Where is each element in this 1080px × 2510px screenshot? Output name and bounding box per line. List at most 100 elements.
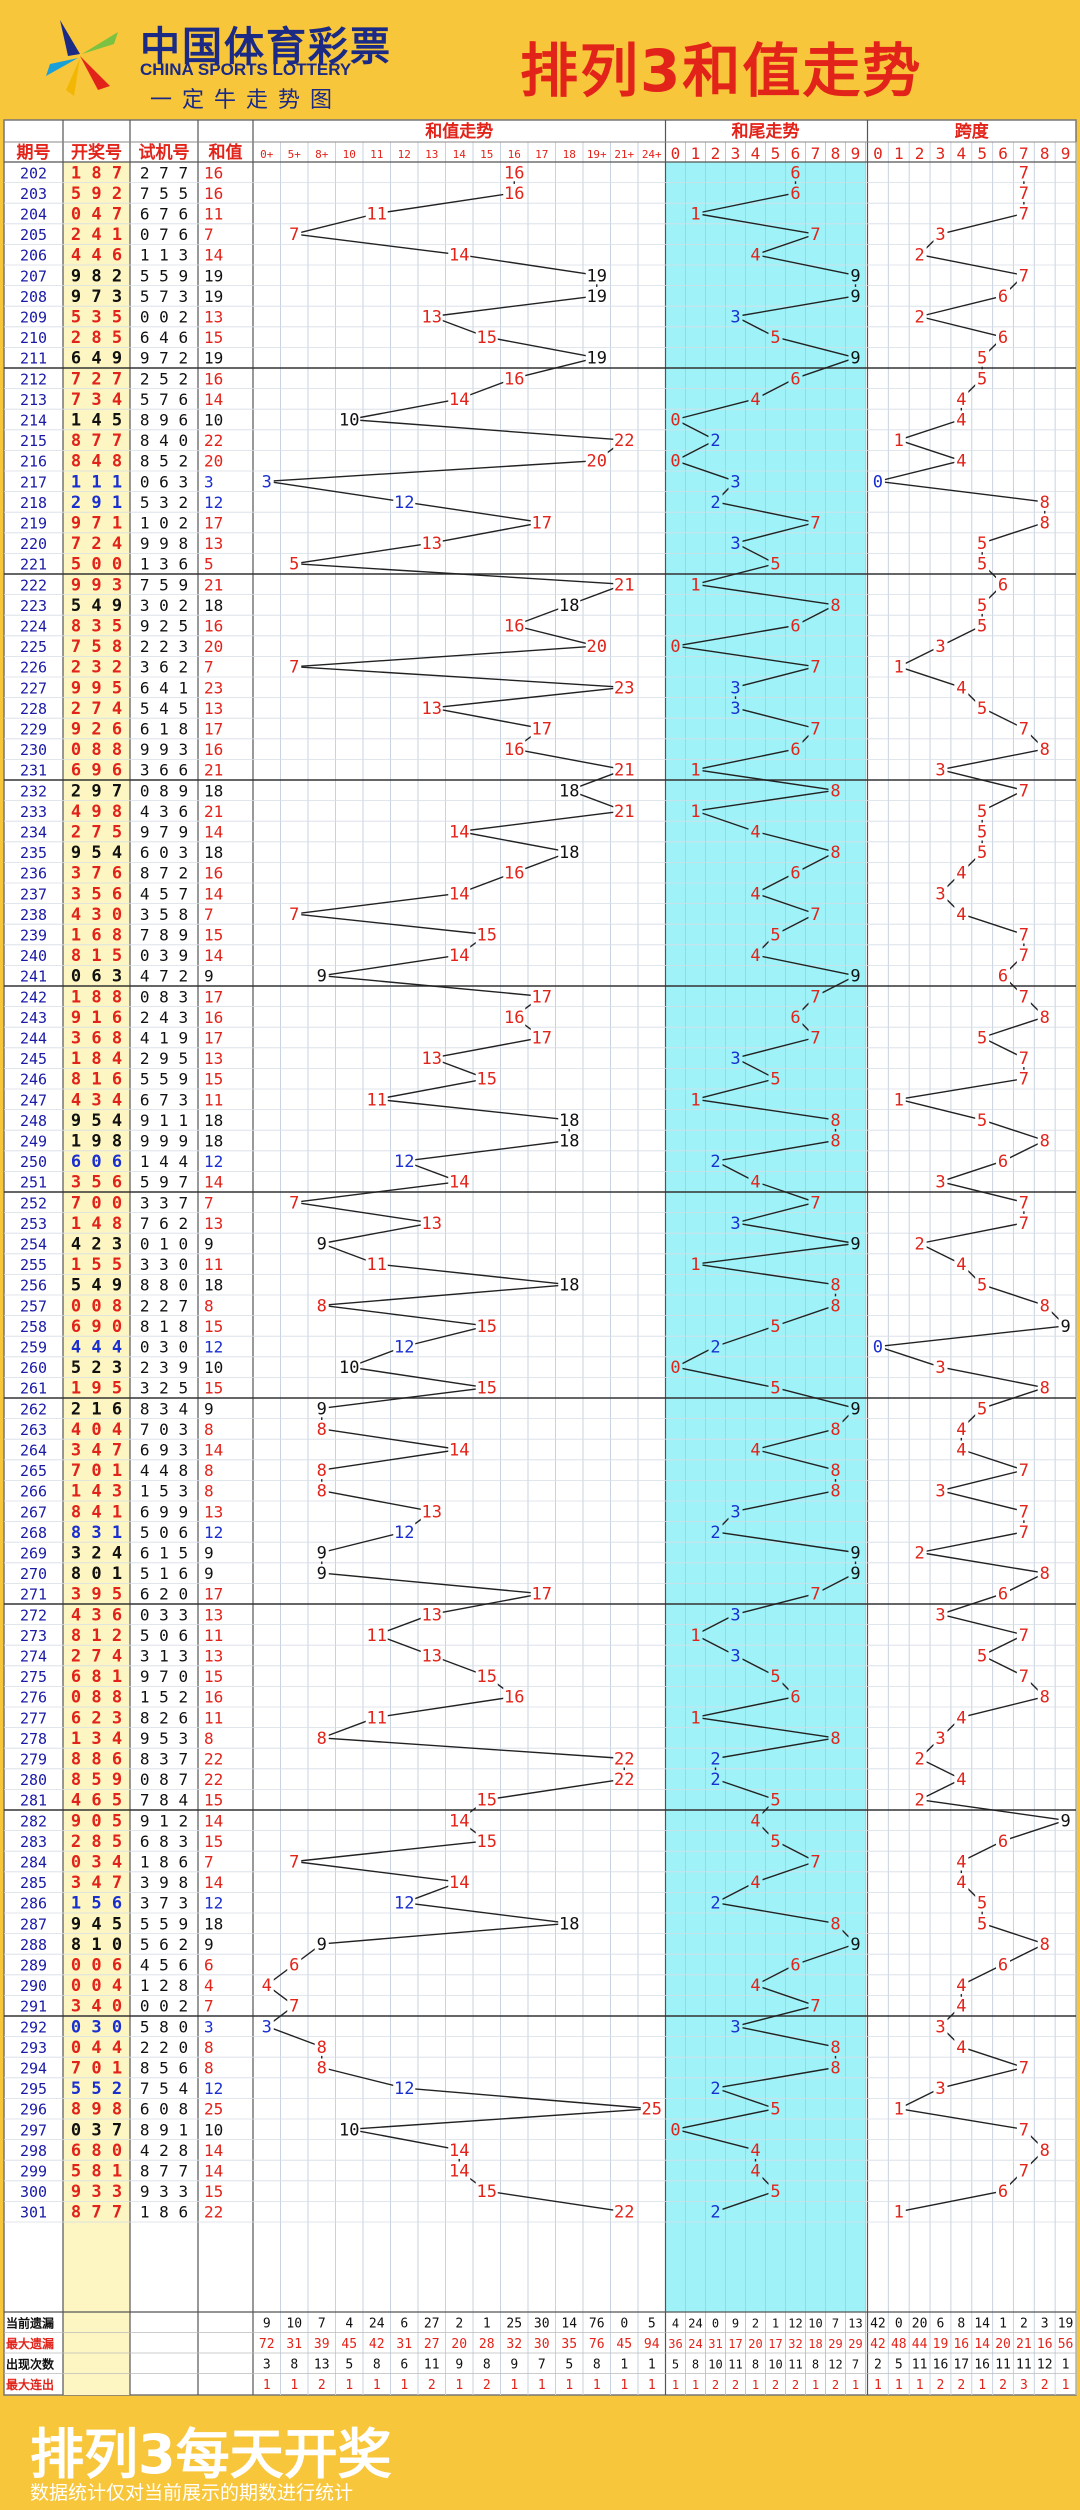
- stats-span-value: 19: [1058, 2316, 1074, 2331]
- sum-mark-bg: [448, 946, 471, 965]
- test-cell: 7 8 4: [140, 1791, 188, 1810]
- period-cell: 290: [20, 1977, 47, 1995]
- draw-cell: 3 4 7: [71, 1873, 122, 1893]
- sum-cell: 21: [204, 761, 223, 780]
- sum-trend-segment: [459, 810, 625, 833]
- tail-mark-bg: [748, 822, 763, 841]
- span-trend-segment: [877, 1325, 1066, 1348]
- draw-cell: 7 2 7: [71, 369, 122, 389]
- sum-cell: 14: [204, 946, 223, 965]
- tail-mark: 7: [810, 905, 820, 925]
- sum-mark: 15: [477, 1667, 497, 1687]
- sum-mark: 9: [317, 1564, 327, 1584]
- draw-cell: 9 7 3: [71, 287, 122, 307]
- span-mark: 7: [1019, 266, 1029, 286]
- span-mark-bg: [975, 1893, 990, 1912]
- sum-mark-bg: [475, 1831, 498, 1850]
- sum-mark: 15: [477, 1070, 497, 1090]
- draw-cell: 3 5 6: [71, 884, 122, 904]
- sum-mark-bg: [558, 1914, 581, 1933]
- tail-mark: 5: [770, 555, 780, 575]
- span-mark-bg: [891, 2099, 906, 2118]
- stats-span-value: 0: [895, 2316, 903, 2331]
- sum-mark: 18: [559, 1914, 579, 1934]
- tail-mark-bg: [748, 1811, 763, 1830]
- test-cell: 8 7 2: [140, 864, 188, 883]
- sum-cell: 17: [204, 720, 223, 739]
- test-cell: 6 0 3: [140, 843, 188, 862]
- draw-cell: 3 9 5: [71, 1585, 122, 1605]
- sum-mark-bg: [613, 760, 636, 779]
- span-trend-segment: [940, 1469, 1025, 1492]
- span-mark: 5: [977, 555, 987, 575]
- test-cell: 3 3 7: [140, 1193, 188, 1212]
- tail-mark: 6: [790, 740, 800, 760]
- span-trend-segment: [940, 1613, 1025, 1636]
- period-cell: 248: [20, 1112, 47, 1130]
- span-trend-segment: [940, 1181, 1025, 1203]
- span-mark: 7: [1019, 1523, 1029, 1543]
- draw-cell: 1 8 7: [71, 163, 122, 183]
- sum-trend-segment: [459, 254, 597, 276]
- stats-tail-value: 10: [808, 2316, 822, 2330]
- span-mark-bg: [975, 843, 990, 862]
- span-mark: 2: [915, 308, 925, 328]
- span-mark: 7: [1019, 1070, 1029, 1090]
- sum-cell: 17: [204, 1029, 223, 1048]
- test-cell: 7 6 2: [140, 1214, 188, 1233]
- sum-mark-bg: [365, 1255, 388, 1274]
- tail-mark: 1: [690, 575, 700, 595]
- sum-bin-label: 18: [563, 148, 576, 161]
- draw-cell: 1 9 8: [71, 1132, 122, 1152]
- sum-mark: 18: [559, 1276, 579, 1296]
- span-mark: 1: [894, 658, 904, 678]
- sum-mark: 22: [614, 2203, 634, 2223]
- sum-mark-bg: [448, 822, 471, 841]
- stats-sum-value: 39: [314, 2337, 330, 2352]
- test-cell: 2 2 3: [140, 637, 188, 656]
- tail-mark: 4: [750, 1873, 760, 1893]
- test-cell: 7 5 4: [140, 2079, 188, 2098]
- test-cell: 5 4 5: [140, 699, 188, 718]
- sum-trend-segment: [266, 2025, 322, 2048]
- sum-cell: 14: [204, 884, 223, 903]
- tail-mark: 8: [830, 1296, 840, 1316]
- tail-mark-bg: [728, 307, 743, 326]
- span-mark-bg: [933, 1481, 948, 1500]
- sum-cell: 16: [204, 1688, 223, 1707]
- span-mark-bg: [975, 822, 990, 841]
- span-mark: 7: [1019, 946, 1029, 966]
- sum-trend-segment: [321, 1304, 487, 1327]
- sum-trend-segment: [404, 1325, 487, 1348]
- tail-mark: 9: [850, 1399, 860, 1419]
- period-cell: 283: [20, 1833, 47, 1851]
- sum-mark: 15: [477, 328, 497, 348]
- sum-cell: 21: [204, 802, 223, 821]
- tail-mark: 2: [710, 1523, 720, 1543]
- test-cell: 8 3 7: [140, 1750, 188, 1769]
- brand-english: CHINA SPORTS LOTTERY: [140, 60, 352, 79]
- span-mark-bg: [975, 1028, 990, 1047]
- span-mark: 5: [977, 349, 987, 369]
- sum-mark-bg: [314, 1543, 329, 1562]
- span-mark-bg: [1016, 1502, 1031, 1521]
- span-mark: 4: [956, 1997, 966, 2017]
- stats-span-value: 16: [933, 2357, 949, 2372]
- test-cell: 1 4 4: [140, 1152, 188, 1171]
- test-cell: 9 9 8: [140, 534, 188, 553]
- tail-bin-label: 1: [691, 144, 701, 163]
- test-cell: 3 7 3: [140, 1894, 188, 1913]
- sum-cell: 8: [204, 1482, 214, 1501]
- period-cell: 293: [20, 2039, 47, 2057]
- header-span: 跨度: [955, 121, 990, 142]
- sum-mark: 12: [394, 1338, 414, 1358]
- sum-mark-bg: [503, 163, 526, 182]
- sum-mark-bg: [287, 1852, 302, 1871]
- stats-label: 当前遗漏: [6, 2315, 54, 2330]
- tail-mark: 4: [750, 1173, 760, 1193]
- stats-tail-value: 1: [692, 2378, 699, 2392]
- span-mark: 3: [935, 1482, 945, 1502]
- sum-trend-segment: [404, 1902, 570, 1924]
- sum-mark-bg: [393, 1522, 416, 1541]
- stats-tail-value: 18: [808, 2337, 822, 2351]
